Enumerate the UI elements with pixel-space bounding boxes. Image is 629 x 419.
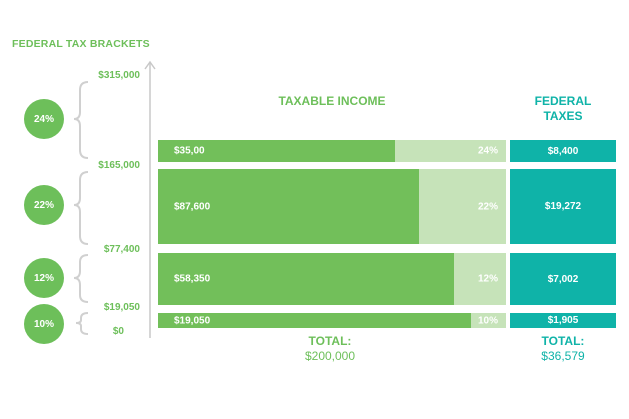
income-bar-fill-24 xyxy=(158,140,395,162)
income-bar-fill-22 xyxy=(158,169,419,244)
tax-total-value: $36,579 xyxy=(541,349,585,363)
rate-circle-10: 10% xyxy=(24,304,64,344)
income-total-label: TOTAL: xyxy=(308,334,352,348)
income-amount-22: $87,600 xyxy=(174,201,211,212)
axis-arrow-icon xyxy=(144,60,156,70)
federal-taxes-header: FEDERAL TAXES xyxy=(510,94,616,124)
income-bar-10: $19,050 10% xyxy=(158,313,506,328)
brace-10 xyxy=(75,312,89,335)
tax-box-12: $7,002 xyxy=(510,253,616,305)
income-amount-24: $35,00 xyxy=(174,145,205,157)
income-bar-22: $87,600 22% xyxy=(158,169,506,244)
income-bar-24: $35,00 24% xyxy=(158,140,506,162)
tick-165000: $165,000 xyxy=(98,160,140,171)
income-rate-22: 22% xyxy=(477,201,498,212)
income-amount-12: $58,350 xyxy=(174,273,211,285)
federal-taxes-header-line1: FEDERAL xyxy=(534,94,592,108)
tax-box-10: $1,905 xyxy=(510,313,616,328)
tick-77400: $77,400 xyxy=(103,244,140,255)
federal-taxes-header-line2: TAXES xyxy=(543,109,583,123)
income-bar-12: $58,350 12% xyxy=(158,253,506,305)
tax-box-24: $8,400 xyxy=(510,140,616,162)
brace-22 xyxy=(73,171,89,245)
rate-circle-22: 22% xyxy=(24,185,64,225)
income-rate-24: 24% xyxy=(477,145,498,157)
income-rate-10: 10% xyxy=(477,315,498,326)
tick-19050: $19,050 xyxy=(103,302,140,313)
income-amount-10: $19,050 xyxy=(174,315,211,326)
brace-12 xyxy=(73,254,89,303)
tax-total-label: TOTAL: xyxy=(541,334,585,348)
brace-24 xyxy=(73,81,89,159)
tick-315000: $315,000 xyxy=(98,70,140,81)
income-rate-12: 12% xyxy=(477,273,498,285)
income-total-value: $200,000 xyxy=(304,349,356,363)
income-bar-fill-10 xyxy=(158,313,472,328)
chart-title: FEDERAL TAX BRACKETS xyxy=(12,38,150,50)
income-bar-fill-12 xyxy=(158,253,454,305)
rate-circle-12: 12% xyxy=(24,258,64,298)
tick-0: $0 xyxy=(112,326,124,337)
rate-circle-24: 24% xyxy=(24,99,64,139)
taxable-income-header: TAXABLE INCOME xyxy=(278,94,386,108)
tax-box-22: $19,272 xyxy=(510,169,616,244)
